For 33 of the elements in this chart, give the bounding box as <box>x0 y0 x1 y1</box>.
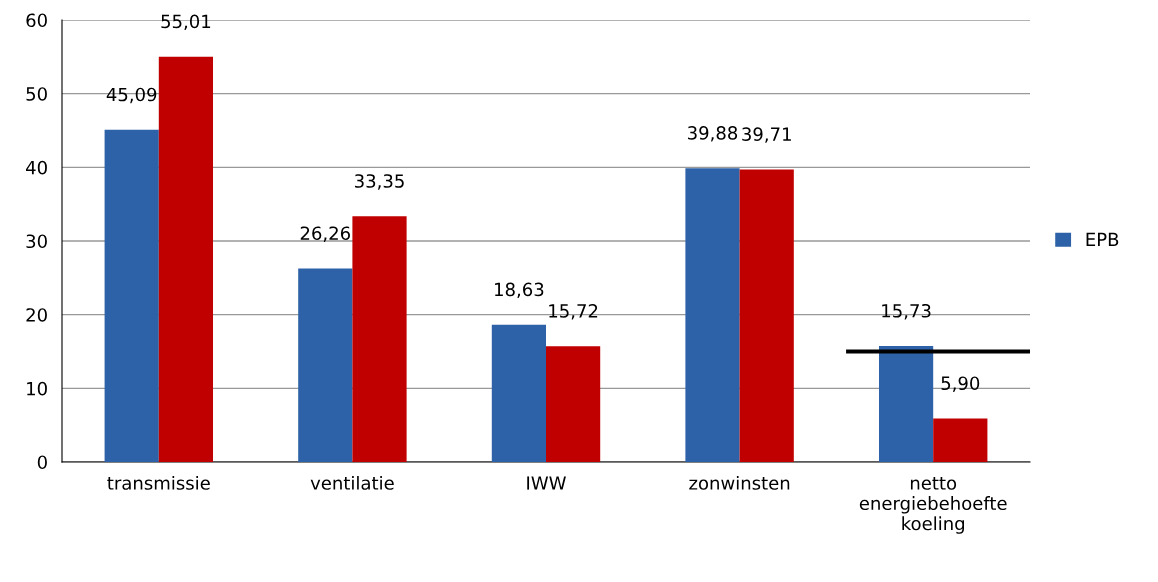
data-label: 5,90 <box>941 376 980 392</box>
bar <box>491 324 546 462</box>
x-tick-label: transmissie <box>107 475 210 490</box>
bar <box>933 418 988 462</box>
y-tick-label: 20 <box>26 308 47 322</box>
y-tick-label: 10 <box>27 381 47 396</box>
x-tick-label: zonwinsten <box>689 475 790 490</box>
y-tick-label: 40 <box>26 160 47 175</box>
bar <box>352 216 407 462</box>
bar <box>878 346 934 462</box>
bar <box>685 168 740 462</box>
bar <box>298 268 353 462</box>
data-label: 26,26 <box>300 226 350 242</box>
data-label: 33,35 <box>355 174 404 190</box>
bar <box>104 129 159 462</box>
data-label: 39,88 <box>688 126 738 142</box>
data-label: 45,09 <box>106 87 157 104</box>
bar <box>546 346 601 462</box>
data-label: 15,73 <box>882 303 931 320</box>
data-label: 15,72 <box>549 304 598 320</box>
x-tick-label: netto energiebehoefte koeling <box>859 476 1007 534</box>
bar <box>158 56 214 462</box>
y-tick-label: 30 <box>26 234 47 249</box>
x-tick-label: ventilatie <box>310 475 394 490</box>
data-label: 55,01 <box>161 14 211 31</box>
data-label: 39,71 <box>742 127 791 143</box>
data-label: 18,63 <box>495 282 544 299</box>
x-tick-label: IWW <box>527 476 566 490</box>
y-tick-label: 60 <box>26 13 47 28</box>
bar <box>739 169 794 462</box>
legend-label: EPB <box>1086 232 1119 246</box>
y-tick-label: 0 <box>37 455 47 470</box>
y-tick-label: 50 <box>26 87 47 101</box>
